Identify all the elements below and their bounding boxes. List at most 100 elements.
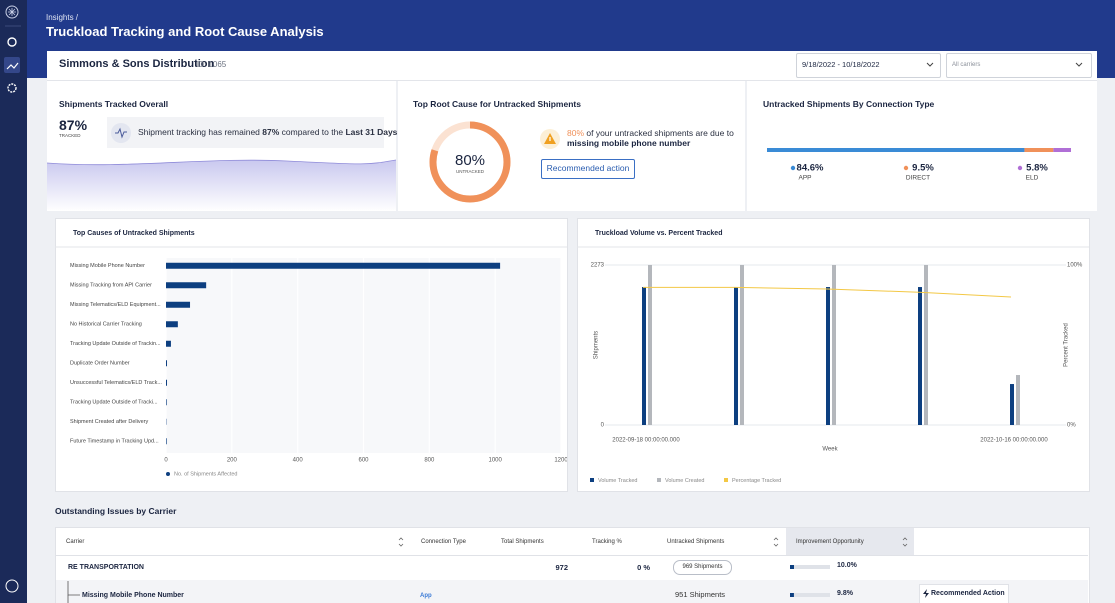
y2-tick-label: 100% xyxy=(1067,263,1083,269)
untracked-pill[interactable] xyxy=(673,560,732,575)
recommended-button[interactable] xyxy=(541,159,635,179)
carrier-name[interactable]: RE TRANSPORTATION xyxy=(68,564,144,571)
legend-dot xyxy=(903,165,909,171)
category-label: Missing Telematics/ELD Equipment... xyxy=(70,302,161,308)
legend-dot xyxy=(166,472,170,476)
legend-dot xyxy=(1017,165,1023,171)
donut-arc xyxy=(429,121,511,203)
connection-value: 9.5% xyxy=(912,163,934,174)
message-bold: 87% xyxy=(262,127,280,137)
category-label: Tracking Update Outside of Tracki... xyxy=(70,400,158,406)
date-select[interactable] xyxy=(796,53,941,78)
bar xyxy=(924,265,928,425)
chart-title: Truckload Volume vs. Percent Tracked xyxy=(595,230,722,237)
donut xyxy=(429,121,511,203)
bar xyxy=(648,265,652,425)
bar xyxy=(166,360,167,367)
bar xyxy=(166,301,191,308)
cause-row xyxy=(56,580,1088,603)
carrier-filter: All carriers xyxy=(952,62,981,68)
bar xyxy=(826,287,830,425)
donut-label: 80% xyxy=(454,152,486,169)
progress-track xyxy=(790,593,830,597)
donut-caption: UNTRACKED xyxy=(455,169,484,174)
user-icon[interactable] xyxy=(5,579,19,593)
column-header[interactable]: Improvement Opportunity xyxy=(796,539,864,545)
connection-name: APP xyxy=(798,175,811,182)
action-label: Recommended Action xyxy=(931,590,1005,597)
category-label: Missing Mobile Phone Number xyxy=(70,263,145,269)
progress-track xyxy=(790,565,830,569)
message-bold: Last 31 Days xyxy=(345,127,398,137)
bar xyxy=(918,287,922,425)
x-tick-label: 0 xyxy=(164,458,168,464)
nav-icon[interactable] xyxy=(7,83,17,93)
bar xyxy=(734,287,738,425)
bar xyxy=(832,265,836,425)
sorted-column xyxy=(786,528,914,555)
company-name: Simmons & Sons Distribution xyxy=(59,58,215,70)
bar xyxy=(166,399,167,406)
progress-bar xyxy=(790,593,794,597)
root-cause-card xyxy=(398,81,745,211)
x-tick-label: 1000 xyxy=(488,458,502,464)
legend-label: No. of Shipments Affected xyxy=(174,471,238,477)
tracked-caption: TRACKED xyxy=(59,133,81,138)
y-tick-label: 2273 xyxy=(591,263,605,269)
x-tick-label: 400 xyxy=(293,458,304,464)
y2-axis-label: Percent Tracked xyxy=(1064,323,1070,367)
improvement-label: 9.8% xyxy=(837,590,853,597)
page-title: Truckload Tracking and Root Cause Analys… xyxy=(46,24,324,39)
carrier-select[interactable] xyxy=(946,53,1092,78)
untracked-shipments: 969 Shipments xyxy=(682,564,723,570)
column-header[interactable]: Untracked Shipments xyxy=(667,539,725,545)
category-label: Tracking Update Outside of Trackin... xyxy=(70,341,161,347)
cause-name: missing mobile phone number xyxy=(567,138,691,148)
x-tick-label: 2022-10-16 00:00:00.000 xyxy=(980,438,1048,444)
column-header[interactable]: Tracking % xyxy=(592,539,622,545)
sidebar xyxy=(0,0,27,603)
connection-value: 84.6% xyxy=(797,163,824,174)
x-axis-label: Week xyxy=(822,447,838,453)
connection-segment xyxy=(767,148,1025,152)
x-tick-label: 600 xyxy=(358,458,369,464)
card-title: Shipments Tracked Overall xyxy=(59,99,169,109)
sort-icons[interactable] xyxy=(396,536,916,548)
recommended-action-button[interactable] xyxy=(919,584,1009,603)
nav-icon[interactable] xyxy=(7,37,17,47)
column-header[interactable]: Carrier xyxy=(66,539,85,545)
breadcrumb[interactable]: Insights / xyxy=(46,13,79,22)
bar xyxy=(166,379,167,386)
category-label: Duplicate Order Number xyxy=(70,361,130,367)
x-tick-label: 2022-09-18 00:00:00.000 xyxy=(612,438,680,444)
column-header[interactable]: Total Shipments xyxy=(501,539,544,545)
bar xyxy=(1016,375,1020,425)
chart-title: Top Causes of Untracked Shipments xyxy=(73,230,195,237)
legend-label: Volume Created xyxy=(665,478,704,484)
legend-swatch xyxy=(657,478,661,482)
nav-icon-active[interactable] xyxy=(4,57,20,73)
card-title: Top Root Cause for Untracked Shipments xyxy=(413,99,581,109)
category-label: Future Timestamp in Tracking Upd... xyxy=(70,439,159,445)
card-title: Untracked Shipments By Connection Type xyxy=(763,99,935,109)
column-header[interactable]: Connection Type xyxy=(421,539,466,545)
legend-dot xyxy=(790,165,796,171)
category-label: Unsuccessful Telematics/ELD Track... xyxy=(70,380,162,386)
legend-label: Percentage Tracked xyxy=(732,478,781,484)
category-label: Shipment Created after Delivery xyxy=(70,419,149,425)
section-title: Outstanding Issues by Carrier xyxy=(55,506,177,516)
bar xyxy=(642,287,646,425)
bar xyxy=(166,282,207,289)
y2-tick-label: 0% xyxy=(1067,423,1076,429)
connection-name: ELD xyxy=(1026,175,1039,182)
progress-bar xyxy=(790,565,794,569)
logo xyxy=(5,5,19,19)
cause-percent: 80% xyxy=(567,128,585,138)
category-label: No Historical Carrier Tracking xyxy=(70,322,142,328)
bar xyxy=(1010,384,1014,425)
message: Shipment tracking has remained 87% compa… xyxy=(138,128,397,137)
x-tick-label: 1200 xyxy=(554,458,567,464)
y-axis-label: Shipments xyxy=(594,331,600,359)
bar xyxy=(166,321,178,328)
